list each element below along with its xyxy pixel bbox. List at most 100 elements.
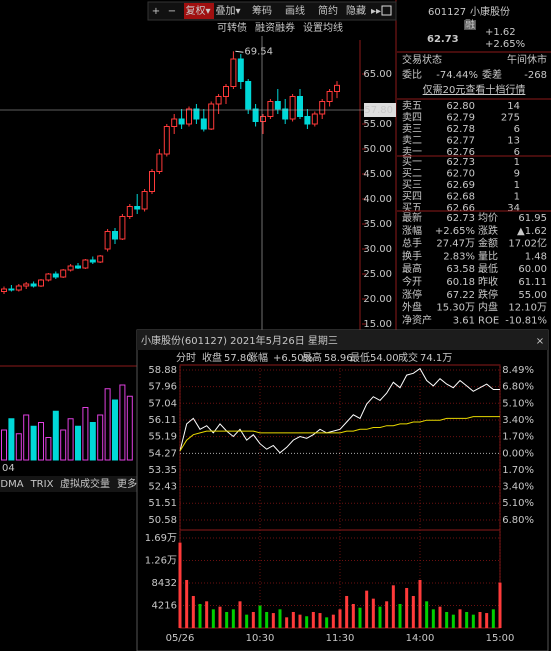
volume-bar — [338, 609, 342, 628]
diff-label: 委差 — [482, 68, 502, 81]
volume-bar — [471, 614, 475, 628]
candle-body — [319, 101, 326, 115]
pct-label: 6.80% — [502, 515, 534, 526]
candle-body — [156, 153, 163, 172]
sub-bar — [82, 407, 89, 461]
toolbar-button[interactable]: 画线 — [285, 4, 305, 17]
volume-bar — [365, 590, 369, 628]
book-level: 买一 — [402, 156, 422, 168]
average-line — [179, 416, 500, 452]
sub-bar — [23, 414, 30, 461]
stat-value: ▲1.62 — [517, 226, 547, 237]
stat-label: 净资产 — [402, 313, 432, 326]
stat-value: 61.11 — [518, 277, 547, 288]
sub-bar — [112, 399, 118, 461]
active-button — [184, 3, 214, 19]
volume-bar — [285, 617, 289, 628]
volume-bar — [378, 606, 382, 628]
candle-body — [15, 285, 22, 291]
stat-label: 外盘 — [402, 301, 422, 314]
volume-bar — [238, 601, 242, 628]
cursor-box — [364, 103, 396, 117]
candle-body — [215, 96, 222, 105]
volume-bar — [425, 601, 429, 628]
ratio: -74.44% — [436, 70, 478, 81]
stat-value: 63.58 — [446, 264, 475, 275]
header-item: 最高 — [302, 351, 322, 364]
book-price: 62.73 — [446, 157, 475, 168]
stat-label: 涨幅 — [402, 224, 422, 237]
pct-label: 3.40% — [502, 482, 534, 493]
candle-body — [200, 118, 207, 130]
y-tick-label: 65.00 — [363, 69, 392, 80]
toolbar-button[interactable]: 简约 — [318, 4, 338, 17]
sub-bar — [67, 418, 74, 461]
header-item: 54.00 — [370, 353, 399, 364]
stat-value: -10.81% — [505, 315, 547, 326]
book-level: 卖五 — [402, 100, 422, 112]
diff: -268 — [524, 70, 547, 81]
sub-bar — [75, 425, 81, 461]
book-qty: 34 — [507, 203, 520, 214]
candle-body — [52, 273, 59, 278]
popup-titlebar — [137, 330, 548, 350]
toolbar-button[interactable]: 隐藏 — [346, 5, 366, 17]
indicator-tab[interactable]: TRIX — [30, 479, 54, 490]
book-qty: 1 — [514, 180, 520, 191]
book-level: 买三 — [402, 179, 422, 191]
toolbar-button[interactable]: − — [168, 6, 176, 17]
toolbar-button[interactable]: + — [152, 6, 160, 17]
stat-label: 均价 — [478, 212, 498, 224]
volume-bar — [245, 614, 249, 628]
toolbar-button[interactable]: 叠加▾ — [215, 5, 240, 17]
y-tick-label: 45.00 — [363, 169, 392, 180]
book-qty: 14 — [507, 101, 520, 112]
close-button[interactable]: × — [536, 336, 544, 347]
book-price: 62.69 — [446, 180, 475, 191]
stat-label: 最新 — [402, 211, 422, 224]
volume-bar — [325, 617, 329, 628]
stat-label: 涨停 — [402, 288, 422, 301]
candle-body — [163, 126, 170, 155]
toolbar-button[interactable]: 复权▾ — [185, 4, 210, 17]
indicator-tab[interactable]: DMA — [0, 479, 23, 490]
stat-value: 17.02亿 — [508, 237, 547, 250]
book-qty: 6 — [514, 147, 520, 158]
volume-bar — [418, 579, 422, 628]
y-tick-label: 50.00 — [363, 144, 392, 155]
volume-bar — [225, 611, 229, 628]
indicator-tab[interactable]: 虚拟成交量 — [60, 477, 110, 490]
stat-label: 总手 — [402, 237, 422, 250]
y-tick-label: 15.00 — [363, 319, 392, 330]
y-tick-label: 30.00 — [363, 244, 392, 255]
toolbar-sub[interactable]: 可转债 — [217, 21, 247, 34]
book-qty: 9 — [514, 169, 520, 180]
volume-bar — [478, 611, 482, 628]
candle-body — [237, 58, 244, 82]
y-tick-label: 55.00 — [363, 119, 392, 130]
stat-label: ROE — [478, 315, 499, 326]
header-item: 成交 — [398, 351, 418, 364]
toolbar-sub[interactable]: 设置均线 — [303, 21, 343, 34]
toolbar-button[interactable]: 筹码 — [252, 4, 272, 17]
volume-bar — [385, 601, 389, 628]
volume-bar — [305, 616, 309, 628]
promo-link[interactable]: 仅需20元查看十档行情 — [423, 83, 526, 96]
stat-value: 2.83% — [443, 251, 475, 262]
fullscreen-icon[interactable] — [381, 5, 392, 16]
candle-body — [267, 101, 274, 117]
sub-date: 04 — [2, 463, 15, 474]
toolbar-sub[interactable]: 融资融券 — [255, 21, 295, 34]
candle-body — [193, 108, 200, 120]
candle-body — [186, 108, 192, 125]
peak-arrow — [235, 50, 244, 53]
indicator-tab[interactable]: 更多 — [117, 477, 137, 490]
book-level: 卖一 — [402, 146, 422, 158]
volume-bar — [311, 611, 315, 628]
volume-bar — [331, 614, 335, 628]
candle-body — [30, 283, 37, 287]
volume-bar — [185, 579, 189, 628]
candle-body — [297, 96, 303, 117]
y-tick-label: 56.11 — [148, 415, 177, 426]
candle-body — [304, 116, 311, 125]
